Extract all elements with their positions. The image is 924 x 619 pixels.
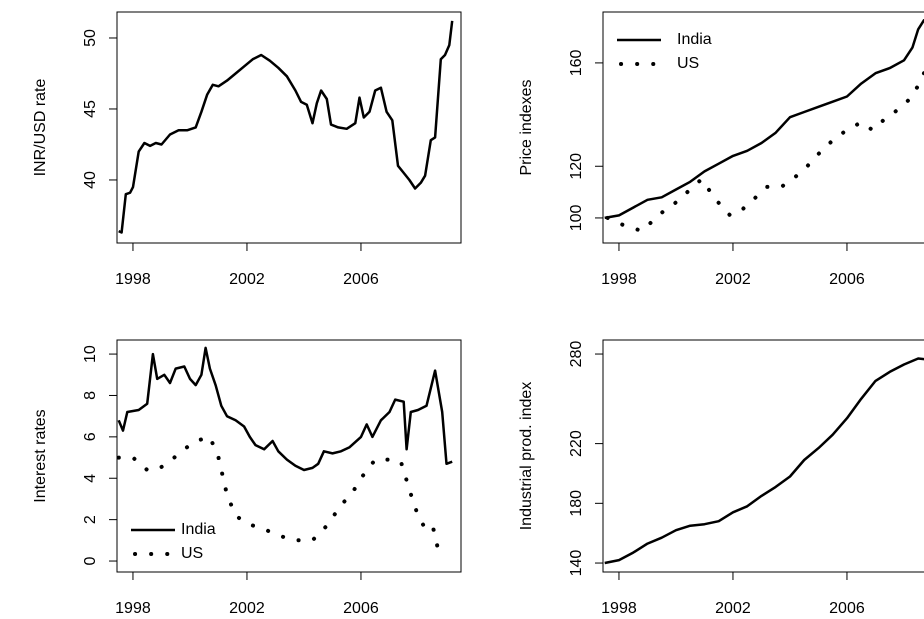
- x-tick-label: 1998: [115, 600, 151, 617]
- panel: 140 180 220 280 1998 2002 2006 Industrial prod.…: [518, 339, 924, 617]
- y-tick-label: 10: [82, 345, 99, 363]
- plot-area: [117, 346, 453, 559]
- legend-label: US: [181, 545, 203, 562]
- plot-area: [604, 19, 924, 233]
- x-tick-label: 2006: [343, 600, 379, 617]
- line-series: [605, 67, 924, 233]
- x-tick-label: 2006: [829, 600, 865, 617]
- y-tick-label: 160: [568, 49, 585, 76]
- plot-area: [118, 20, 454, 234]
- y-tick-label: 0: [82, 556, 99, 565]
- x-tick-label: 2006: [343, 271, 379, 288]
- y-tick-label: 140: [568, 550, 585, 577]
- y-axis-title: INR/USD rate: [32, 79, 49, 177]
- line-series: [604, 357, 924, 565]
- y-axis-title: Price indexes: [518, 79, 535, 175]
- x-tick-label: 1998: [601, 271, 637, 288]
- line-series: [118, 20, 454, 234]
- line-series: [117, 346, 453, 472]
- x-tick-label: 2002: [715, 600, 751, 617]
- y-tick-label: 6: [82, 432, 99, 441]
- y-axis-title: Interest rates: [32, 409, 49, 502]
- y-tick-label: 220: [568, 430, 585, 457]
- x-tick-label: 2002: [715, 271, 751, 288]
- x-tick-label: 2006: [829, 271, 865, 288]
- y-tick-label: 2: [82, 515, 99, 524]
- y-axis-title: Industrial prod. index: [518, 382, 535, 531]
- x-tick-label: 2002: [229, 600, 265, 617]
- legend-label: US: [677, 55, 699, 72]
- panel: 0 2 4 6 8 10 1998 2002 2006 Interest rates India US: [32, 339, 462, 617]
- x-tick-label: 1998: [115, 271, 151, 288]
- line-series: [604, 19, 924, 220]
- y-tick-label: 180: [568, 490, 585, 517]
- plot-box: [116, 11, 462, 244]
- plot-box: [602, 11, 924, 244]
- y-tick-label: 40: [82, 171, 99, 189]
- panel: 100 120 160 1998 2002 2006 Price indexes India U…: [518, 11, 924, 288]
- y-tick-label: 120: [568, 153, 585, 180]
- x-tick-label: 2002: [229, 271, 265, 288]
- y-tick-label: 45: [82, 100, 99, 118]
- y-tick-label: 280: [568, 341, 585, 368]
- x-tick-label: 1998: [601, 600, 637, 617]
- y-tick-label: 4: [82, 474, 99, 483]
- plot-box: [116, 339, 462, 573]
- panel: 40 45 50 1998 2002 2006 INR/USD rate: [32, 11, 462, 288]
- plot-area: [604, 357, 924, 565]
- y-tick-label: 8: [82, 391, 99, 400]
- legend-label: India: [677, 31, 712, 48]
- legend-label: India: [181, 521, 216, 538]
- plot-box: [602, 339, 924, 573]
- y-tick-label: 100: [568, 204, 585, 231]
- y-tick-label: 50: [82, 29, 99, 47]
